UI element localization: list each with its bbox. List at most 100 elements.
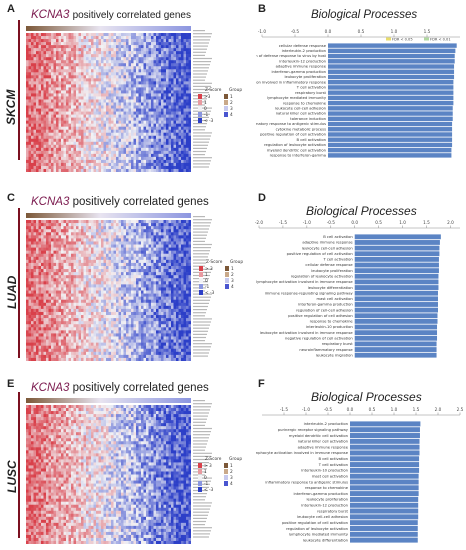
heatmap-cell [153, 129, 157, 134]
heatmap-cell [56, 262, 59, 267]
heatmap-cell [111, 256, 114, 261]
heatmap-cell [31, 302, 34, 307]
heatmap-cell [161, 54, 164, 58]
bp-bar [328, 85, 454, 90]
heatmap-cell [186, 141, 189, 146]
heatmap-cell [103, 165, 107, 170]
heatmap-cell [58, 354, 62, 359]
heatmap-cell [58, 69, 62, 73]
heatmap-cell [63, 275, 67, 279]
heatmap-cell [58, 150, 62, 155]
heatmap-cell [78, 138, 82, 143]
heatmap-cell [96, 99, 99, 103]
heatmap-cell [33, 105, 37, 109]
heatmap-cell [136, 69, 139, 73]
heatmap-cell [103, 354, 107, 359]
heatmap-cell [143, 84, 147, 88]
heatmap-cell [76, 168, 79, 172]
heatmap-cell [113, 253, 117, 258]
heatmap-cell [51, 90, 54, 94]
heatmap-cell [131, 84, 134, 88]
heatmap-cell [118, 293, 122, 297]
heatmap-cell [123, 123, 127, 127]
heatmap-cell [71, 290, 74, 294]
heatmap-cell [93, 96, 97, 100]
heatmap-cell [131, 141, 134, 146]
bp-title-b: Biological Processes [311, 9, 418, 21]
heatmap-cell [178, 120, 182, 124]
heatmap-cell [58, 57, 62, 61]
heatmap-cell [71, 321, 74, 325]
heatmap-cell [128, 144, 132, 149]
heatmap-cell [111, 54, 114, 58]
heatmap-cell [126, 81, 129, 85]
heatmap-cell [166, 147, 169, 152]
heatmap-cell [46, 126, 49, 130]
heatmap-cell [43, 153, 47, 158]
heatmap-cell [33, 327, 37, 331]
heatmap-cell [128, 45, 132, 49]
heatmap-cell [71, 147, 74, 152]
heatmap-cell [93, 57, 97, 61]
heatmap-cell [103, 339, 107, 343]
heatmap-cell [123, 241, 127, 245]
heatmap-cell [38, 247, 42, 251]
heatmap-cell [108, 287, 112, 291]
heatmap-cell [143, 156, 147, 161]
heatmap-cell [111, 336, 114, 340]
heatmap-cell [101, 162, 104, 167]
gene-list-entry [193, 45, 208, 47]
heatmap-cell [83, 296, 87, 300]
heatmap-cell [98, 269, 102, 273]
heatmap-cell [56, 99, 59, 103]
heatmap-cell [53, 87, 57, 91]
heatmap-cell [76, 132, 79, 137]
heatmap-cell [68, 42, 72, 46]
gene-list-entry [193, 92, 209, 94]
heatmap-cell [36, 278, 39, 282]
heatmap-cell [61, 256, 64, 261]
heatmap-cell [173, 63, 177, 67]
heatmap-cell [86, 159, 89, 164]
heatmap-cell [163, 126, 167, 130]
heatmap-cell [118, 99, 122, 103]
heatmap-cell [86, 57, 89, 61]
gene-list-entry [193, 126, 206, 128]
heatmap-cell [111, 351, 114, 356]
heatmap-cell [96, 311, 99, 316]
heatmap-cell [116, 275, 119, 279]
heatmap-cell [41, 159, 44, 164]
heatmap-cell [133, 114, 137, 118]
heatmap-cell [53, 229, 57, 233]
heatmap-cell [96, 244, 99, 248]
heatmap-cell [188, 99, 191, 103]
heatmap-cell [26, 36, 29, 40]
heatmap-cell [63, 102, 67, 106]
heatmap-cell [86, 132, 89, 137]
heatmap-cell [36, 165, 39, 170]
heatmap-cell [91, 120, 94, 124]
heatmap-cell [68, 308, 72, 313]
heatmap-cell [43, 223, 47, 227]
heatmap-cell [71, 42, 74, 46]
heatmap-cell [146, 123, 149, 127]
heatmap-cell [73, 87, 77, 91]
heatmap-cell [56, 93, 59, 97]
heatmap-cell [116, 105, 119, 109]
heatmap-cell [178, 111, 182, 115]
heatmap-cell [36, 63, 39, 67]
heatmap-cell [56, 281, 59, 285]
heatmap-cell [176, 87, 179, 91]
heatmap-cell [113, 126, 117, 130]
heatmap-cell [121, 42, 124, 46]
heatmap-cell [133, 72, 137, 76]
heatmap-cell [116, 132, 119, 137]
heatmap-cell [51, 126, 54, 130]
heatmap-cell [56, 308, 59, 313]
heatmap-cell [98, 57, 102, 61]
heatmap-cell [131, 33, 134, 37]
heatmap-cell [73, 287, 77, 291]
heatmap-cell [78, 311, 82, 316]
heatmap-cell [63, 135, 67, 140]
heatmap-cell [106, 105, 109, 109]
